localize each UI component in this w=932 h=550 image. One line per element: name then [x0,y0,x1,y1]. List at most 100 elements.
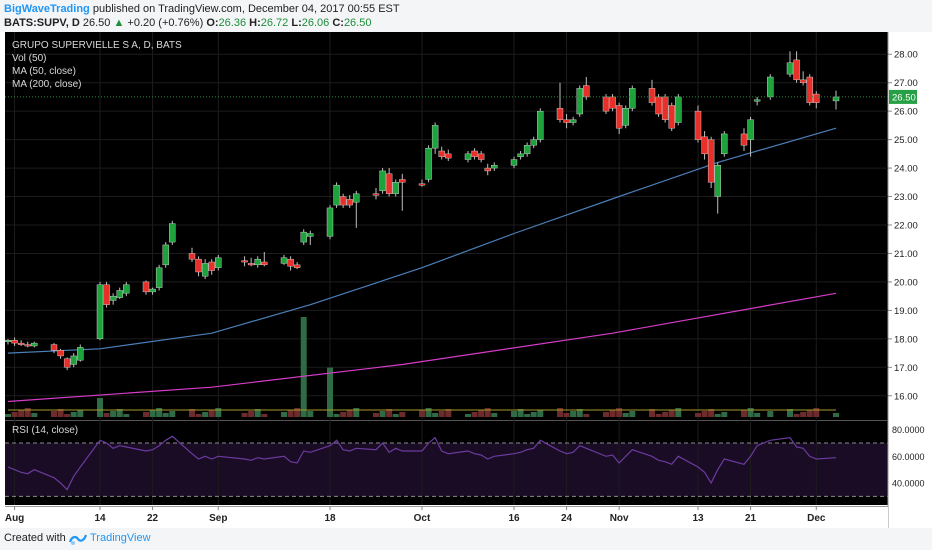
candle-body [425,147,432,180]
candle-body [753,99,761,102]
volume-bar [438,411,445,417]
x-tick-label: 24 [561,513,573,524]
candle-body [385,173,393,194]
volume-bar [116,409,123,417]
volume-bar [189,409,195,417]
high-value: 26.72 [260,17,289,29]
x-tick-label: 21 [745,513,757,524]
candle-body [615,105,623,129]
volume-bar [399,412,406,417]
x-tick-label: 14 [94,513,106,524]
candle-body [241,260,248,263]
candle-body [655,96,662,115]
volume-bar [419,410,425,417]
volume-bar [162,413,169,417]
author-link[interactable]: BigWaveTrading [4,3,90,15]
candle-body [418,183,426,186]
candle-body [169,223,176,243]
open-value: 26.36 [218,17,247,29]
candle-body [372,193,380,196]
candle-body [576,88,583,115]
volume-bar [143,412,149,417]
volume-bar [576,409,583,417]
rsi-tick-label: 80.0000 [892,425,925,435]
chart-header: BigWaveTrading published on TradingView.… [0,0,932,32]
candle-body [675,96,682,123]
x-tick-label: 16 [508,513,520,524]
candle-body [333,184,340,206]
candle-body [629,88,636,109]
candle-body [103,284,110,305]
candle-body [293,264,301,268]
low-label: L: [291,17,302,29]
volume-bar [57,409,64,417]
volume-bar [524,414,531,417]
volume-bar [51,411,57,417]
x-tick-label: Aug [5,513,24,524]
volume-bar [714,414,721,417]
price-chart[interactable]: 28.00 27.00 26.00 25.00 24.00 23.00 22.00 21.00… [0,32,932,528]
candle-body [300,231,307,243]
volume-bar [248,411,255,417]
volume-bar [655,414,662,417]
volume-bar [701,411,708,417]
rsi-line [7,435,837,491]
candle-body [799,79,807,83]
tradingview-brand[interactable]: TradingView [90,532,151,544]
candle-body [63,358,71,368]
up-arrow-icon: ▲ [113,17,125,29]
candle-body [201,263,209,277]
candle-body [379,170,386,192]
candle-body [116,290,123,298]
volume-bar [675,408,682,417]
volume-bar [294,408,301,417]
x-tick-label: Nov [610,513,629,524]
y-tick-label: 26.00 [894,107,918,118]
candle-body [254,258,261,266]
volume-bar [5,414,11,417]
volume-bar [445,409,452,417]
volume-bar [609,410,616,417]
candle-body [77,347,84,361]
legend-entry: Vol (50) [12,53,46,64]
candle-body [806,76,813,103]
volume-bar [833,413,839,417]
candle-body [477,153,485,160]
price-pane [5,32,888,420]
volume-bar [767,411,774,417]
candle-body [747,119,754,140]
candle-body [602,96,610,112]
y-tick-label: 16.00 [894,391,918,402]
candle-body [661,96,669,120]
volume-bar [425,408,432,417]
y-tick-label: 25.00 [894,135,918,146]
open-label: O: [206,17,219,29]
volume-bar [287,410,294,417]
candle-body [307,233,314,237]
volume-bar [70,412,77,417]
rsi-band [5,443,888,497]
volume-bar [300,317,307,417]
candle-body [563,119,570,123]
volume-bar [110,411,117,417]
ma50-line [7,127,837,354]
volume-bar [563,413,570,417]
candle-body [287,258,294,267]
y-tick-label: 28.00 [894,50,918,61]
volume-bar [340,412,347,417]
volume-bar [379,411,386,417]
y-tick-label: 20.00 [894,277,918,288]
candle-body [609,96,616,109]
volume-bar [156,408,163,417]
volume-bar [11,412,18,417]
candle-body [694,110,702,140]
candle-body [339,196,347,206]
candle-body [142,281,150,293]
candle-body [740,133,748,146]
candle-body [123,284,130,294]
volume-bar [169,411,176,417]
volume-bar [18,410,25,417]
candle-body [96,284,104,340]
volume-bar [97,397,103,417]
candle-body [701,136,708,155]
